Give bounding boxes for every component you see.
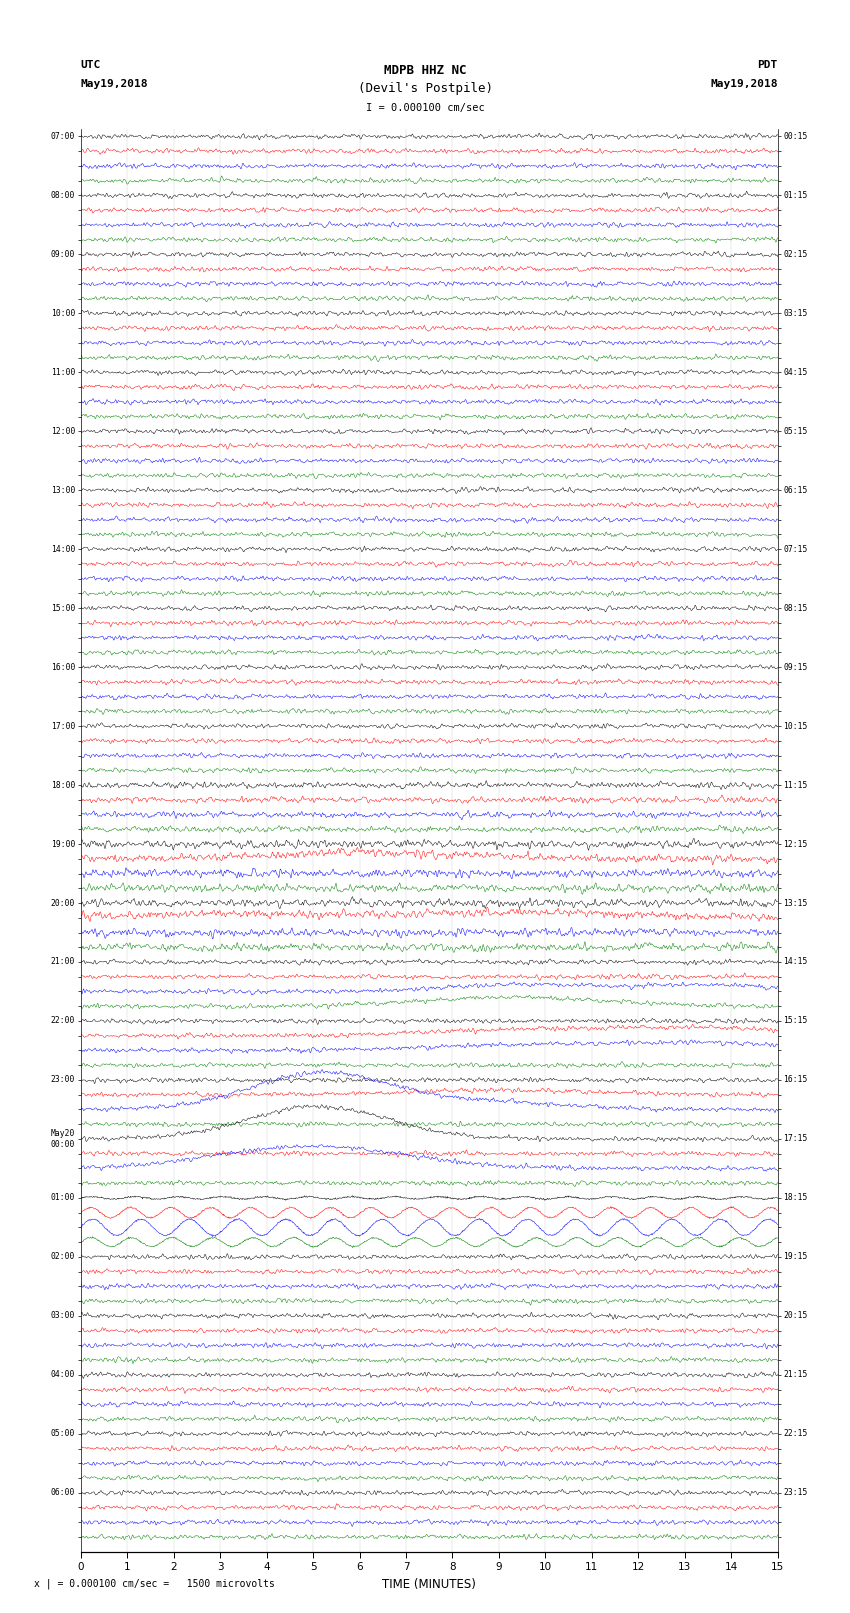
Text: I = 0.000100 cm/sec: I = 0.000100 cm/sec: [366, 103, 484, 113]
Text: (Devil's Postpile): (Devil's Postpile): [358, 82, 492, 95]
Text: MDPB HHZ NC: MDPB HHZ NC: [383, 65, 467, 77]
Text: May19,2018: May19,2018: [711, 79, 778, 89]
Text: PDT: PDT: [757, 60, 778, 69]
X-axis label: TIME (MINUTES): TIME (MINUTES): [382, 1578, 476, 1590]
Text: UTC: UTC: [81, 60, 101, 69]
Text: May19,2018: May19,2018: [81, 79, 148, 89]
Text: x | = 0.000100 cm/sec =   1500 microvolts: x | = 0.000100 cm/sec = 1500 microvolts: [34, 1579, 275, 1589]
